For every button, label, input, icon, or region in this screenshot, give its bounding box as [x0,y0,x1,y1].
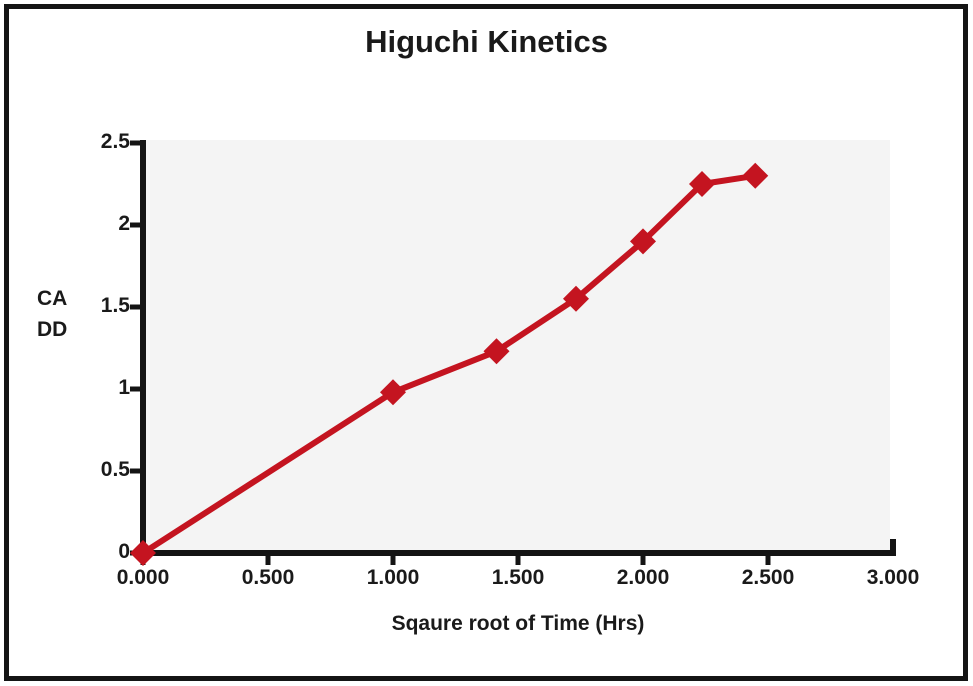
chart-title: Higuchi Kinetics [365,24,608,59]
x-tick-label: 3.000 [866,566,920,589]
y-tick-label: 1.5 [100,294,130,317]
x-tick-label: 1.500 [491,566,545,589]
data-point-marker [563,285,589,312]
x-tick-label: 0.500 [241,566,295,589]
data-point-marker [130,540,156,566]
plot-area [146,140,890,550]
y-tick-label: 0 [118,540,130,563]
x-axis-title: Sqaure root of Time (Hrs) [391,612,645,635]
y-tick-label: 1 [118,376,130,399]
x-tick-label: 0.000 [116,566,170,589]
data-point-marker [630,228,656,255]
data-point-marker [689,171,715,197]
y-axis-title-line1: CA [37,287,68,310]
x-tick-label: 1.000 [366,566,420,589]
x-tick-label: 2.500 [741,566,795,589]
y-axis-title-line2: DD [37,318,68,341]
y-axis-title: CA DD [37,283,67,345]
data-point-marker [483,338,510,365]
x-tick-label: 2.000 [616,566,670,589]
data-point-marker [380,379,406,406]
y-tick-label: 2.5 [100,130,130,153]
y-tick-label: 0.5 [100,458,130,481]
data-point-marker [742,162,769,189]
y-tick-label: 2 [118,212,130,235]
data-line [140,172,759,556]
